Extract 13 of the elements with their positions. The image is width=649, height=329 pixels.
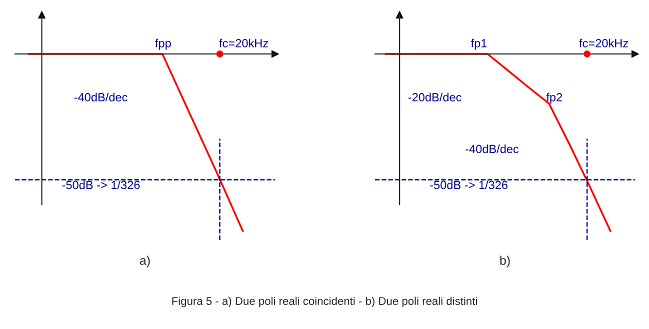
x-axis-title: b) xyxy=(500,256,510,268)
annotation: -50dB -> 1/326 xyxy=(430,180,508,190)
annotation: fp2 xyxy=(546,92,562,104)
text: fc=20kHz xyxy=(579,38,628,48)
annotation: -20dB/dec xyxy=(408,92,462,102)
text: fp1 xyxy=(470,38,487,50)
annotation: -40dB/dec xyxy=(74,92,128,102)
text: fpp xyxy=(155,38,171,50)
text: Figura 5 - a) Due poli reali coincidenti - b) Due poli reali distinti xyxy=(172,296,477,308)
annotation: -50dB -> 1/326 xyxy=(62,180,140,190)
x-axis-title: a) xyxy=(140,256,150,268)
text: fc=20kHz xyxy=(219,38,268,48)
annotation: -40dB/dec xyxy=(466,144,519,154)
